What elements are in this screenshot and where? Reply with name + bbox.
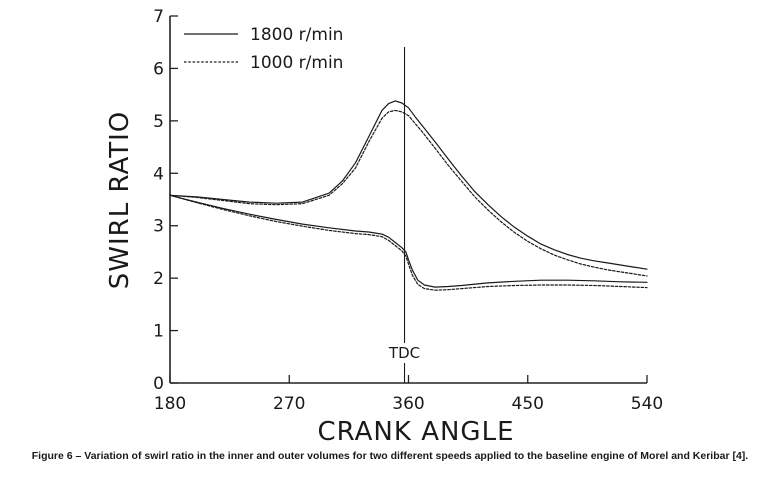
legend-label-solid: 1800 r/min (250, 25, 343, 45)
y-tick-label: 3 (153, 217, 164, 237)
y-tick-label: 5 (153, 112, 164, 132)
axes (169, 16, 647, 384)
x-axis-title: CRANK ANGLE (317, 417, 514, 447)
y-tick-label: 2 (153, 269, 164, 289)
x-tick-label: 540 (631, 394, 663, 414)
x-tick-label: 450 (512, 394, 544, 414)
y-axis-title: SWIRL RATIO (105, 111, 135, 290)
tdc-label: TDC (388, 344, 420, 362)
x-tick-label: 180 (154, 394, 186, 414)
legend-label-dashed: 1000 r/min (250, 53, 343, 73)
series-line-outer-solid (169, 100, 648, 270)
x-tick-label: 360 (392, 394, 424, 414)
ticks: 180 270 360 450 540 0 1 2 3 4 5 6 7 (153, 7, 663, 414)
y-tick-label: 0 (153, 374, 164, 394)
y-tick-label: 6 (153, 59, 164, 79)
series-line-outer-dashed (169, 109, 648, 277)
x-tick-label: 270 (273, 394, 305, 414)
series-layer (169, 100, 648, 291)
y-tick-label: 4 (153, 164, 164, 184)
legend: 1800 r/min 1000 r/min (184, 25, 343, 73)
annotation-layer: TDC (384, 47, 424, 383)
y-tick-label: 7 (153, 7, 164, 27)
y-tick-label: 1 (153, 322, 164, 342)
figure-caption: Figure 6 – Variation of swirl ratio in t… (31, 450, 749, 462)
series-line-inner-dashed (169, 194, 648, 291)
series-line-inner-solid (169, 194, 648, 288)
tdc-label-background (384, 343, 424, 363)
